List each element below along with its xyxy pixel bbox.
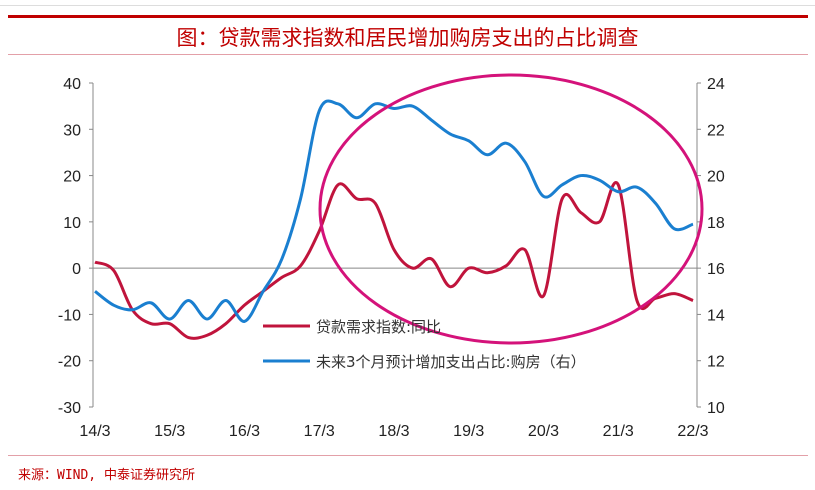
x-tick-label: 21/3 (603, 423, 634, 440)
footer-rule (8, 455, 808, 456)
right-tick-label: 16 (707, 261, 725, 278)
x-tick-label: 20/3 (528, 423, 559, 440)
right-tick-label: 24 (707, 76, 725, 93)
left-tick-label: -20 (58, 354, 81, 371)
left-tick-label: -30 (58, 400, 81, 417)
x-tick-label: 22/3 (677, 423, 708, 440)
legend: 贷款需求指数:同比 未来3个月预计增加支出占比:购房（右） (263, 318, 586, 371)
highlight-ellipse (318, 73, 704, 345)
x-tick-label: 19/3 (453, 423, 484, 440)
chart-title: 图：贷款需求指数和居民增加购房支出的占比调查 (176, 26, 639, 50)
legend-label-loan-demand: 贷款需求指数:同比 (316, 318, 441, 336)
right-tick-label: 18 (707, 215, 725, 232)
right-tick-label: 20 (707, 169, 725, 186)
x-tick-label: 16/3 (229, 423, 260, 440)
right-tick-label: 12 (707, 354, 725, 371)
top-border (0, 5, 815, 6)
left-tick-label: 0 (72, 261, 81, 278)
source-note: 来源：WIND, 中泰证券研究所 (18, 468, 195, 483)
left-tick-label: 20 (63, 169, 81, 186)
x-tick-label: 14/3 (79, 423, 110, 440)
left-tick-label: 10 (63, 215, 81, 232)
legend-label-housing-spend: 未来3个月预计增加支出占比:购房（右） (316, 353, 586, 371)
x-tick-label: 17/3 (304, 423, 335, 440)
title-bottom-rule (8, 54, 808, 55)
x-tick-label: 15/3 (154, 423, 185, 440)
right-tick-label: 10 (707, 400, 725, 417)
left-tick-label: 40 (63, 76, 81, 93)
right-tick-label: 14 (707, 307, 725, 324)
left-tick-label: -10 (58, 307, 81, 324)
title-top-rule (8, 15, 808, 18)
right-tick-label: 22 (707, 122, 725, 139)
x-tick-label: 18/3 (378, 423, 409, 440)
left-tick-label: 30 (63, 122, 81, 139)
